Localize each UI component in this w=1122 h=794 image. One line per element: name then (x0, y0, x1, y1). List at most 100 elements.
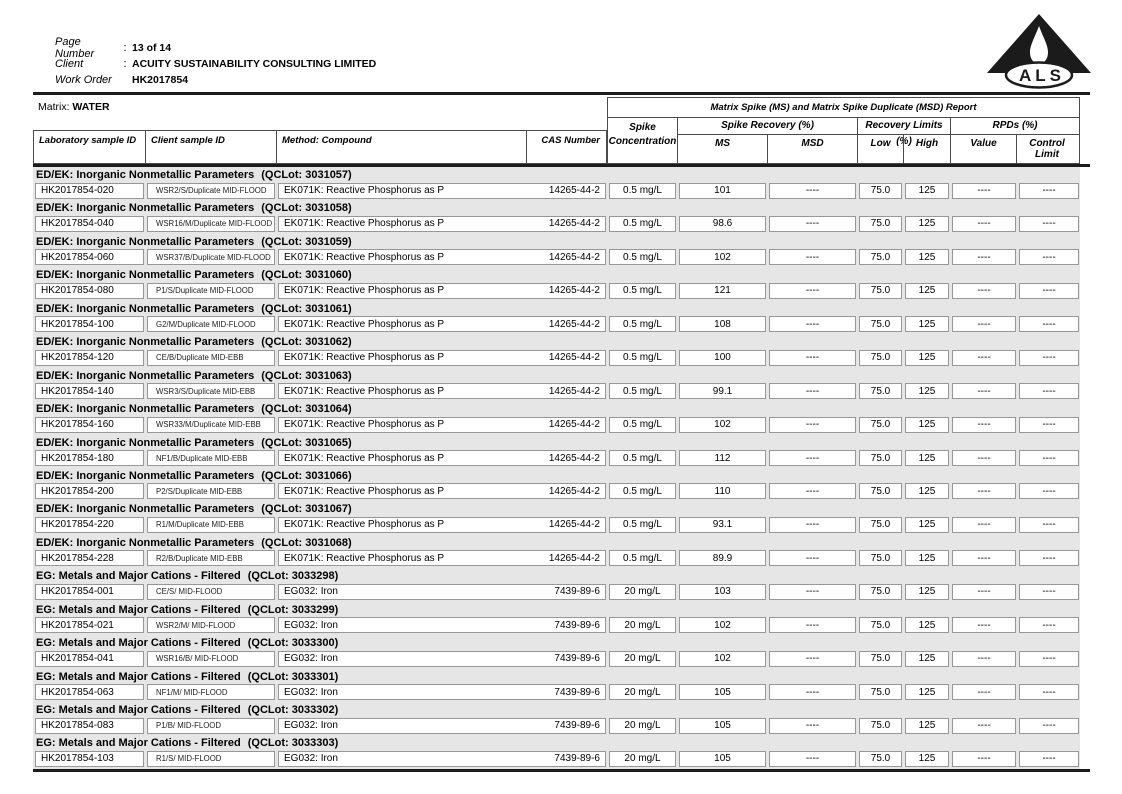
cell-client-sample-id: R1/S/ MID-FLOOD (147, 750, 275, 767)
separator: : (123, 58, 127, 70)
cell-client-sample-id: R1/M/Duplicate MID-EBB (147, 516, 275, 533)
cell-client-sample-id: NF1/M/ MID-FLOOD (147, 684, 275, 701)
cell-limit-high: 125 (905, 750, 949, 767)
work-order-value: HK2017854 (132, 74, 189, 86)
cell-spike-concentration: 0.5 mg/L (609, 450, 676, 466)
cell-cas-number: 7439-89-6 (554, 753, 600, 765)
cell-limit-low: 75.0 (859, 684, 902, 701)
section-qclot: (QCLot: 3031068) (261, 536, 352, 549)
cell-method: EG032: Iron (284, 720, 338, 731)
work-order-label: Work Order (55, 74, 112, 86)
cell-lab-sample-id: HK2017854-103 (35, 750, 144, 767)
cell-rpd-value: ---- (952, 717, 1016, 734)
section-header: ED/EK: Inorganic Nonmetallic Parameters (… (33, 468, 1080, 483)
cell-client-sample-id: WSR16/B/ MID-FLOOD (147, 650, 275, 667)
work-order-row: Work Order HK2017854 (55, 72, 376, 88)
cell-cas-number: 14265-44-2 (548, 285, 600, 297)
cell-limit-low: 75.0 (859, 650, 902, 667)
cell-client-sample-id: CE/S/ MID-FLOOD (147, 583, 275, 600)
section-header: EG: Metals and Major Cations - Filtered (… (33, 702, 1080, 717)
cell-cas-number: 7439-89-6 (554, 686, 600, 698)
cell-lab-sample-id: HK2017854-100 (35, 316, 144, 333)
cell-ms-recovery: 105 (679, 717, 766, 734)
cell-method-cas: EG032: Iron 7439-89-6 (278, 684, 606, 701)
cell-method-cas: EK071K: Reactive Phosphorus as P 14265-4… (278, 450, 606, 466)
cell-spike-concentration: 0.5 mg/L (609, 416, 676, 433)
cell-spike-concentration: 0.5 mg/L (609, 282, 676, 299)
section-title: ED/EK: Inorganic Nonmetallic Parameters (36, 336, 255, 349)
cell-cas-number: 14265-44-2 (548, 218, 600, 230)
section-title: EG: Metals and Major Cations - Filtered (36, 704, 241, 716)
cell-cas-number: 14265-44-2 (548, 385, 600, 397)
cell-lab-sample-id: HK2017854-200 (35, 483, 144, 500)
cell-lab-sample-id: HK2017854-228 (35, 550, 144, 567)
cell-method: EG032: Iron (284, 586, 338, 598)
cell-msd-recovery: ---- (769, 282, 856, 299)
section-qclot: (QCLot: 3033300) (247, 637, 339, 650)
cell-method: EG032: Iron (284, 686, 338, 698)
document-meta: Page Number : 13 of 14 Client : ACUITY S… (55, 36, 376, 88)
cell-rpd-control-limit: ---- (1019, 316, 1079, 333)
cell-client-sample-id: P1/B/ MID-FLOOD (147, 717, 275, 734)
cell-client-sample-id: WSR2/S/Duplicate MID-FLOOD (147, 182, 275, 199)
cell-cas-number: 7439-89-6 (554, 619, 600, 631)
section-header: ED/EK: Inorganic Nonmetallic Parameters (… (33, 167, 1080, 182)
cell-method: EK071K: Reactive Phosphorus as P (284, 185, 445, 196)
section-title: ED/EK: Inorganic Nonmetallic Parameters (36, 469, 255, 482)
cell-limit-low: 75.0 (859, 516, 902, 533)
cell-msd-recovery: ---- (769, 215, 856, 232)
cell-method-cas: EK071K: Reactive Phosphorus as P 14265-4… (278, 416, 606, 433)
cell-limit-high: 125 (905, 483, 949, 500)
table-row: HK2017854-020 WSR2/S/Duplicate MID-FLOOD… (33, 182, 1080, 199)
cell-cas-number: 14265-44-2 (548, 185, 600, 196)
col-header-value: Value (951, 135, 1017, 164)
cell-lab-sample-id: HK2017854-140 (35, 383, 144, 400)
cell-ms-recovery: 93.1 (679, 516, 766, 533)
flame-icon (1030, 26, 1048, 64)
section-title: ED/EK: Inorganic Nonmetallic Parameters (36, 403, 255, 416)
cell-method: EG032: Iron (284, 753, 338, 765)
table-row: HK2017854-083 P1/B/ MID-FLOOD EG032: Iro… (33, 717, 1080, 734)
section-header: EG: Metals and Major Cations - Filtered (… (33, 602, 1080, 617)
spike-line1: Spike (629, 122, 656, 133)
col-header-method: Method: Compound (277, 131, 527, 163)
section-header: ED/EK: Inorganic Nonmetallic Parameters (… (33, 401, 1080, 416)
cell-rpd-control-limit: ---- (1019, 383, 1079, 400)
cell-method: EK071K: Reactive Phosphorus as P (284, 218, 445, 230)
cell-spike-concentration: 0.5 mg/L (609, 516, 676, 533)
cell-limit-high: 125 (905, 617, 949, 634)
section-qclot: (QCLot: 3033301) (247, 670, 339, 683)
section-qclot: (QCLot: 3031058) (261, 202, 352, 215)
cell-ms-recovery: 102 (679, 249, 766, 266)
section-header: EG: Metals and Major Cations - Filtered (… (33, 635, 1080, 650)
cell-msd-recovery: ---- (769, 483, 856, 500)
section-title: ED/EK: Inorganic Nonmetallic Parameters (36, 369, 255, 382)
cell-ms-recovery: 103 (679, 583, 766, 600)
qc-section: ED/EK: Inorganic Nonmetallic Parameters (… (33, 200, 1080, 233)
cell-msd-recovery: ---- (769, 249, 856, 266)
cell-rpd-value: ---- (952, 316, 1016, 333)
table-row: HK2017854-041 WSR16/B/ MID-FLOOD EG032: … (33, 650, 1080, 667)
cell-limit-low: 75.0 (859, 316, 902, 333)
cell-msd-recovery: ---- (769, 617, 856, 634)
cell-method: EG032: Iron (284, 653, 338, 665)
cell-cas-number: 14265-44-2 (548, 485, 600, 497)
cell-rpd-value: ---- (952, 282, 1016, 299)
section-header: ED/EK: Inorganic Nonmetallic Parameters (… (33, 435, 1080, 450)
section-qclot: (QCLot: 3031067) (261, 503, 352, 516)
cell-spike-concentration: 0.5 mg/L (609, 182, 676, 199)
cell-method-cas: EK071K: Reactive Phosphorus as P 14265-4… (278, 516, 606, 533)
cell-spike-concentration: 0.5 mg/L (609, 383, 676, 400)
cell-ms-recovery: 121 (679, 282, 766, 299)
cell-method-cas: EK071K: Reactive Phosphorus as P 14265-4… (278, 182, 606, 199)
cell-spike-concentration: 0.5 mg/L (609, 550, 676, 567)
col-header-spike-concentration: Spike Concentration (608, 118, 678, 164)
group-recovery-limits: Recovery Limits (%) Low High (858, 118, 951, 164)
table-row: HK2017854-140 WSR3/S/Duplicate MID-EBB E… (33, 383, 1080, 400)
cell-rpd-value: ---- (952, 750, 1016, 767)
page-number-value: 13 of 14 (132, 42, 172, 54)
cell-msd-recovery: ---- (769, 450, 856, 466)
qc-section: ED/EK: Inorganic Nonmetallic Parameters (… (33, 468, 1080, 501)
qc-table-body: ED/EK: Inorganic Nonmetallic Parameters (… (33, 167, 1080, 769)
